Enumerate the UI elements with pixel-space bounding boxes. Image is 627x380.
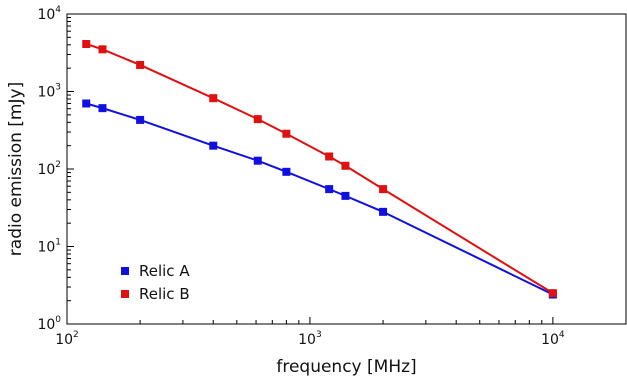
data-point [98,104,107,113]
legend: Relic A Relic B [121,262,190,303]
data-point [253,156,262,165]
data-point [136,115,145,124]
y-axis-label: radio emission [mJy] [6,82,26,256]
ticks-layer [66,13,627,325]
y-tick-label: 102 [37,160,61,178]
data-point [379,207,388,216]
series-relic-b [82,40,557,298]
data-point [209,94,218,103]
data-point [82,99,91,108]
data-point [379,185,388,194]
y-tick-label: 104 [37,5,61,23]
series-line [85,102,554,296]
data-point [136,60,145,69]
y-tick-label: 100 [37,315,61,333]
data-point [548,289,557,298]
data-point [98,45,107,54]
tick-labels-layer: 102 103 104 100 101 102 103 104 [37,5,564,348]
legend-label: Relic A [139,262,190,280]
legend-label: Relic B [139,285,190,303]
series-layer [82,40,557,299]
data-point [325,185,334,194]
series-line [85,43,554,295]
x-tick-label: 103 [298,330,322,348]
y-tick-label: 103 [37,83,61,101]
data-point [282,167,291,176]
data-point [82,40,91,49]
legend-marker [121,267,129,275]
x-tick-label: 104 [541,330,565,348]
data-point [282,129,291,138]
data-point [341,191,350,200]
data-point [325,152,334,161]
data-point [209,141,218,150]
x-axis-label: frequency [MHz] [276,357,416,377]
data-point [341,161,350,170]
data-point [253,115,262,124]
legend-item: Relic B [121,285,190,303]
legend-item: Relic A [121,262,190,280]
x-tick-label: 102 [55,330,79,348]
y-tick-label: 101 [37,238,61,256]
legend-marker [121,290,129,298]
